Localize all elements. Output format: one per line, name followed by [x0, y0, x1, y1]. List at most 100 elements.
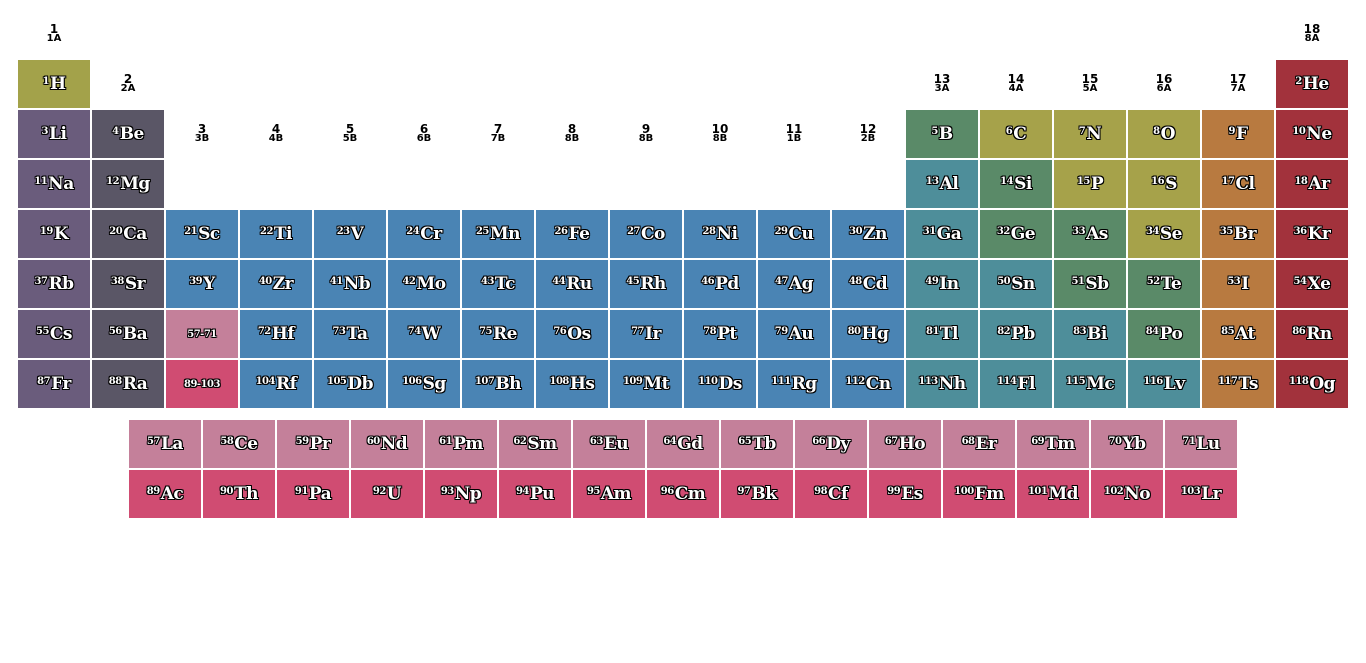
- element-mg[interactable]: 12 Mg: [92, 160, 164, 208]
- element-w[interactable]: 74 W: [388, 310, 460, 358]
- element-mo[interactable]: 42 Mo: [388, 260, 460, 308]
- element-ne[interactable]: 10 Ne: [1276, 110, 1348, 158]
- element-os[interactable]: 76 Os: [536, 310, 608, 358]
- element-kr[interactable]: 36 Kr: [1276, 210, 1348, 258]
- element-nh[interactable]: 113 Nh: [906, 360, 978, 408]
- element-yb[interactable]: 70 Yb: [1091, 420, 1163, 468]
- element-mt[interactable]: 109 Mt: [610, 360, 682, 408]
- element-ir[interactable]: 77 Ir: [610, 310, 682, 358]
- element-br[interactable]: 35 Br: [1202, 210, 1274, 258]
- element-cu[interactable]: 29 Cu: [758, 210, 830, 258]
- element-cm[interactable]: 96 Cm: [647, 470, 719, 518]
- element-er[interactable]: 68 Er: [943, 420, 1015, 468]
- element-ga[interactable]: 31 Ga: [906, 210, 978, 258]
- element-pu[interactable]: 94 Pu: [499, 470, 571, 518]
- element-pa[interactable]: 91 Pa: [277, 470, 349, 518]
- element-md[interactable]: 101 Md: [1017, 470, 1089, 518]
- element-zn[interactable]: 30 Zn: [832, 210, 904, 258]
- element-as[interactable]: 33 As: [1054, 210, 1126, 258]
- element-ho[interactable]: 67 Ho: [869, 420, 941, 468]
- element-v[interactable]: 23 V: [314, 210, 386, 258]
- element-po[interactable]: 84 Po: [1128, 310, 1200, 358]
- element-xe[interactable]: 54 Xe: [1276, 260, 1348, 308]
- element-pb[interactable]: 82 Pb: [980, 310, 1052, 358]
- element-og[interactable]: 118 Og: [1276, 360, 1348, 408]
- element-ra[interactable]: 88 Ra: [92, 360, 164, 408]
- element-am[interactable]: 95 Am: [573, 470, 645, 518]
- element-sg[interactable]: 106 Sg: [388, 360, 460, 408]
- element-ta[interactable]: 73 Ta: [314, 310, 386, 358]
- element-tm[interactable]: 69 Tm: [1017, 420, 1089, 468]
- element-rf[interactable]: 104 Rf: [240, 360, 312, 408]
- element-nb[interactable]: 41 Nb: [314, 260, 386, 308]
- element-au[interactable]: 79 Au: [758, 310, 830, 358]
- element-hs[interactable]: 108 Hs: [536, 360, 608, 408]
- element-ar[interactable]: 18 Ar: [1276, 160, 1348, 208]
- element-si[interactable]: 14 Si: [980, 160, 1052, 208]
- element-k[interactable]: 19 K: [18, 210, 90, 258]
- element-be[interactable]: 4 Be: [92, 110, 164, 158]
- element-pm[interactable]: 61 Pm: [425, 420, 497, 468]
- element-mn[interactable]: 25 Mn: [462, 210, 534, 258]
- series-ref-57-71[interactable]: 57-71: [166, 310, 238, 358]
- element-rg[interactable]: 111 Rg: [758, 360, 830, 408]
- element-bh[interactable]: 107 Bh: [462, 360, 534, 408]
- element-na[interactable]: 11 Na: [18, 160, 90, 208]
- element-u[interactable]: 92 U: [351, 470, 423, 518]
- element-ag[interactable]: 47 Ag: [758, 260, 830, 308]
- element-al[interactable]: 13 Al: [906, 160, 978, 208]
- element-at[interactable]: 85 At: [1202, 310, 1274, 358]
- element-th[interactable]: 90 Th: [203, 470, 275, 518]
- element-cs[interactable]: 55 Cs: [18, 310, 90, 358]
- element-y[interactable]: 39 Y: [166, 260, 238, 308]
- element-tc[interactable]: 43 Tc: [462, 260, 534, 308]
- element-eu[interactable]: 63 Eu: [573, 420, 645, 468]
- element-sc[interactable]: 21 Sc: [166, 210, 238, 258]
- element-rh[interactable]: 45 Rh: [610, 260, 682, 308]
- element-tl[interactable]: 81 Tl: [906, 310, 978, 358]
- series-ref-89-103[interactable]: 89-103: [166, 360, 238, 408]
- element-hg[interactable]: 80 Hg: [832, 310, 904, 358]
- element-cd[interactable]: 48 Cd: [832, 260, 904, 308]
- element-se[interactable]: 34 Se: [1128, 210, 1200, 258]
- element-nd[interactable]: 60 Nd: [351, 420, 423, 468]
- element-cf[interactable]: 98 Cf: [795, 470, 867, 518]
- element-hf[interactable]: 72 Hf: [240, 310, 312, 358]
- element-rn[interactable]: 86 Rn: [1276, 310, 1348, 358]
- element-ac[interactable]: 89 Ac: [129, 470, 201, 518]
- element-lu[interactable]: 71 Lu: [1165, 420, 1237, 468]
- element-sn[interactable]: 50 Sn: [980, 260, 1052, 308]
- element-ru[interactable]: 44 Ru: [536, 260, 608, 308]
- element-bk[interactable]: 97 Bk: [721, 470, 793, 518]
- element-ds[interactable]: 110 Ds: [684, 360, 756, 408]
- element-no[interactable]: 102 No: [1091, 470, 1163, 518]
- element-fr[interactable]: 87 Fr: [18, 360, 90, 408]
- element-ts[interactable]: 117 Ts: [1202, 360, 1274, 408]
- element-tb[interactable]: 65 Tb: [721, 420, 793, 468]
- element-sr[interactable]: 38 Sr: [92, 260, 164, 308]
- element-ti[interactable]: 22 Ti: [240, 210, 312, 258]
- element-pr[interactable]: 59 Pr: [277, 420, 349, 468]
- element-fm[interactable]: 100 Fm: [943, 470, 1015, 518]
- element-zr[interactable]: 40 Zr: [240, 260, 312, 308]
- element-pd[interactable]: 46 Pd: [684, 260, 756, 308]
- element-te[interactable]: 52 Te: [1128, 260, 1200, 308]
- element-bi[interactable]: 83 Bi: [1054, 310, 1126, 358]
- element-i[interactable]: 53 I: [1202, 260, 1274, 308]
- element-sm[interactable]: 62 Sm: [499, 420, 571, 468]
- element-p[interactable]: 15 P: [1054, 160, 1126, 208]
- element-gd[interactable]: 64 Gd: [647, 420, 719, 468]
- element-db[interactable]: 105 Db: [314, 360, 386, 408]
- element-rb[interactable]: 37 Rb: [18, 260, 90, 308]
- element-ce[interactable]: 58 Ce: [203, 420, 275, 468]
- element-co[interactable]: 27 Co: [610, 210, 682, 258]
- element-s[interactable]: 16 S: [1128, 160, 1200, 208]
- element-fe[interactable]: 26 Fe: [536, 210, 608, 258]
- element-ba[interactable]: 56 Ba: [92, 310, 164, 358]
